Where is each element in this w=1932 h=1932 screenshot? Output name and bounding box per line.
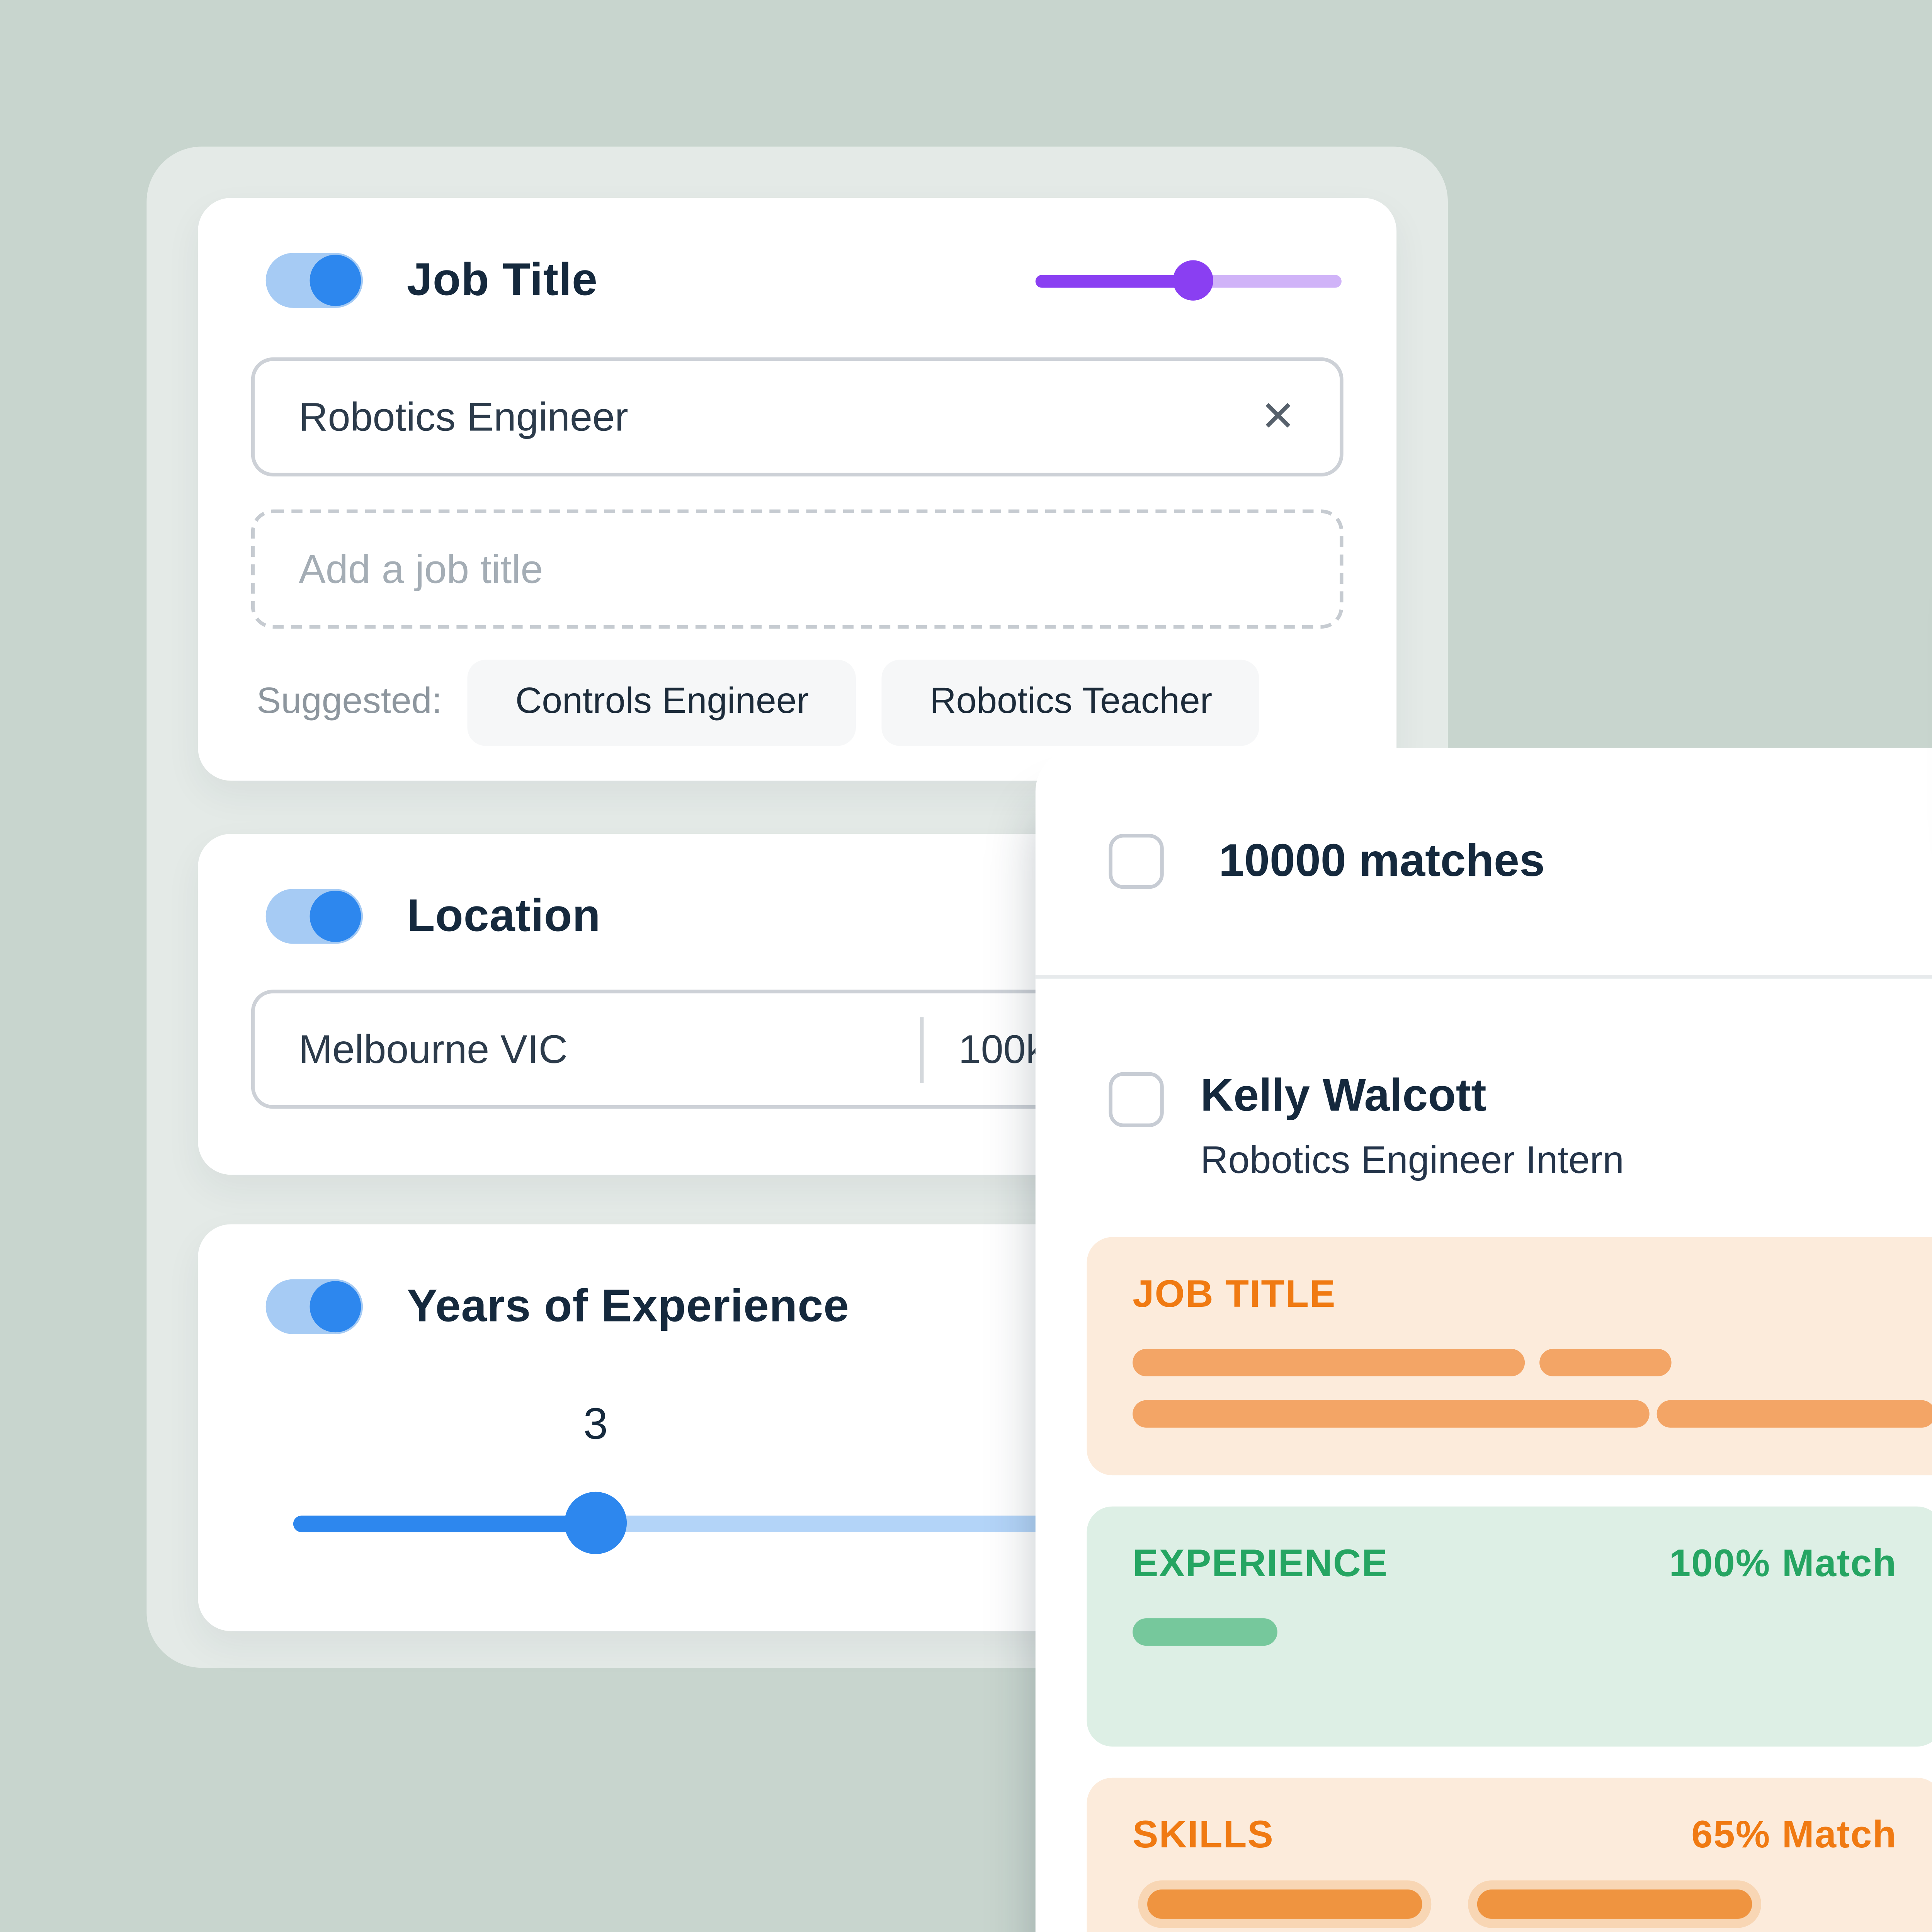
add-job-title-field: [251, 509, 1344, 629]
section-label: EXPERIENCE: [1133, 1543, 1388, 1585]
slider-fill: [1035, 275, 1193, 288]
matches-count: 10000 matches: [1219, 835, 1545, 886]
job-title-card: Job Title ✕ Suggested: Controls Engineer…: [198, 198, 1397, 781]
suggestion-controls-engineer[interactable]: Controls Engineer: [468, 660, 857, 746]
matches-header: 10000 matches Actions ∨: [1035, 748, 1932, 979]
candidate-name: Kelly Walcott: [1200, 1070, 1486, 1122]
experience-label: Years of Experience: [406, 1280, 850, 1332]
clear-job-title-icon[interactable]: ✕: [1260, 392, 1296, 440]
add-job-title-input[interactable]: [299, 545, 1296, 593]
job-title-toggle[interactable]: [265, 253, 363, 308]
skeleton-bar: [1539, 1349, 1672, 1376]
field-divider: [920, 1017, 924, 1083]
location-toggle[interactable]: [265, 889, 363, 944]
match-section-job-title: JOB TITLE 70% Match: [1087, 1237, 1932, 1476]
slider-knob[interactable]: [1173, 260, 1213, 301]
experience-card-header: Years of Experience: [265, 1276, 1342, 1338]
skeleton-bar: [1133, 1618, 1277, 1646]
skeleton-bar: [1138, 1880, 1432, 1928]
select-all-checkbox[interactable]: [1109, 834, 1164, 889]
slider-fill: [293, 1515, 596, 1532]
section-label: SKILLS: [1133, 1814, 1274, 1857]
location-card-header: Location: [265, 885, 1342, 947]
candidate-row[interactable]: Kelly Walcott Robotics Engineer Intern •…: [1036, 979, 1932, 1202]
matches-card: 10000 matches Actions ∨ Kelly Walcott Ro…: [1035, 748, 1932, 1932]
match-section-experience: EXPERIENCE 100% Match: [1087, 1506, 1932, 1747]
job-title-field: ✕: [251, 357, 1344, 477]
candidate-job-title: Robotics Engineer Intern: [1200, 1140, 1624, 1182]
slider-knob[interactable]: [564, 1492, 627, 1554]
job-title-label: Job Title: [406, 253, 598, 305]
skeleton-bar: [1133, 1400, 1650, 1428]
suggested-label: Suggested:: [257, 682, 442, 722]
suggestion-robotics-teacher[interactable]: Robotics Teacher: [882, 660, 1260, 746]
experience-toggle[interactable]: [265, 1279, 363, 1334]
location-label: Location: [406, 889, 601, 941]
section-match-percent: 65% Match: [1691, 1814, 1897, 1857]
section-match-percent: 100% Match: [1669, 1543, 1897, 1585]
candidate-checkbox[interactable]: [1109, 1072, 1164, 1127]
suggestions-row: Suggested: Controls Engineer Robotics Te…: [257, 660, 1260, 746]
section-label: JOB TITLE: [1133, 1274, 1336, 1316]
location-radius-value[interactable]: 100k: [958, 1025, 1046, 1071]
job-title-weight-slider[interactable]: [1035, 260, 1342, 301]
job-title-card-header: Job Title: [265, 249, 1342, 311]
experience-value: 3: [583, 1400, 608, 1450]
match-section-skills: SKILLS 65% Match: [1087, 1777, 1932, 1932]
job-title-input[interactable]: [299, 393, 1260, 441]
skeleton-bar: [1468, 1880, 1762, 1928]
skeleton-bar: [1656, 1400, 1932, 1428]
skeleton-bar: [1133, 1349, 1525, 1376]
